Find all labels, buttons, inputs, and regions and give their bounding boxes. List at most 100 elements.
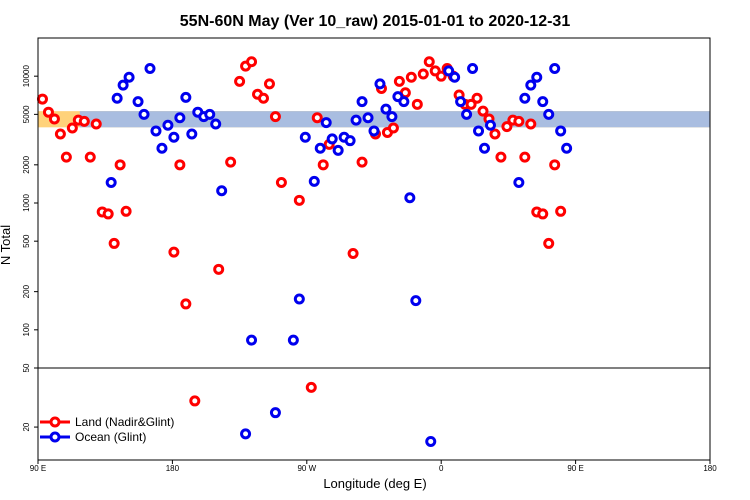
ocean-point — [479, 142, 491, 154]
ocean-point — [216, 185, 228, 197]
ocean-point — [449, 71, 461, 83]
x-tick-label: 180 — [166, 464, 180, 473]
ocean-point — [467, 62, 479, 74]
ocean-point — [240, 428, 252, 440]
points-layer — [36, 56, 573, 447]
land-point — [269, 111, 281, 123]
y-tick-label: 2000 — [22, 155, 31, 173]
legend-land-label: Land (Nadir&Glint) — [75, 415, 174, 429]
land-point — [48, 113, 60, 125]
land-point — [36, 93, 48, 105]
ocean-point — [293, 293, 305, 305]
land-point — [435, 70, 447, 82]
ocean-point — [204, 108, 216, 120]
legend: Land (Nadir&Glint) Ocean (Glint) — [40, 415, 174, 444]
land-point — [543, 237, 555, 249]
ocean-point — [398, 96, 410, 108]
y-tick-label: 5000 — [22, 105, 31, 123]
ocean-point — [531, 71, 543, 83]
ocean-point — [356, 96, 368, 108]
land-point — [84, 151, 96, 163]
ocean-point — [111, 92, 123, 104]
ocean-point — [105, 177, 117, 189]
ocean-point — [144, 62, 156, 74]
y-tick-label: 500 — [22, 234, 31, 248]
land-point — [246, 56, 258, 68]
ocean-point — [362, 112, 374, 124]
y-tick-label: 20 — [22, 422, 31, 431]
ocean-point — [386, 111, 398, 123]
ocean-point — [513, 177, 525, 189]
ocean-point — [299, 131, 311, 143]
ocean-point — [320, 117, 332, 129]
land-point — [102, 208, 114, 220]
land-point — [263, 78, 275, 90]
land-point — [275, 177, 287, 189]
upper-plot-frame — [37, 37, 711, 369]
ocean-point — [168, 131, 180, 143]
lower-plot-frame — [37, 367, 711, 461]
ocean-point — [332, 144, 344, 156]
ocean-point — [138, 108, 150, 120]
land-point — [189, 395, 201, 407]
x-tick-label: 90 E — [30, 464, 46, 473]
ocean-point — [210, 118, 222, 130]
land-point — [66, 122, 78, 134]
y-tick-label: 100 — [22, 323, 31, 337]
x-axis-label: Longitude (deg E) — [323, 476, 426, 491]
land-point — [513, 115, 525, 127]
ocean-point — [473, 125, 485, 137]
land-point — [555, 205, 567, 217]
ocean-point — [543, 108, 555, 120]
land-point — [387, 122, 399, 134]
ocean-point — [455, 96, 467, 108]
ocean-point — [156, 142, 168, 154]
y-tick-label: 1000 — [22, 194, 31, 212]
ocean-point — [443, 65, 455, 77]
x-axis-ticks: 90 E 180 90 W 0 90 E 180 — [30, 460, 717, 473]
land-point — [477, 105, 489, 117]
y-tick-label: 200 — [22, 284, 31, 298]
ocean-point — [549, 62, 561, 74]
ocean-point — [308, 175, 320, 187]
legend-ocean-label: Ocean (Glint) — [75, 430, 146, 444]
land-point — [311, 112, 323, 124]
legend-land-marker — [49, 416, 61, 428]
ocean-point — [350, 114, 362, 126]
y-tick-label: 50 — [22, 363, 31, 372]
ocean-point — [123, 71, 135, 83]
land-point — [495, 151, 507, 163]
ocean-point — [425, 435, 437, 447]
land-point — [347, 247, 359, 259]
land-point — [120, 205, 132, 217]
land-point — [305, 381, 317, 393]
x-tick-label: 90 E — [567, 464, 583, 473]
ocean-point — [374, 78, 386, 90]
ocean-point — [246, 334, 258, 346]
ocean-point — [186, 128, 198, 140]
ocean-point — [174, 112, 186, 124]
ocean-point — [314, 142, 326, 154]
ocean-point — [117, 79, 129, 91]
ocean-point — [150, 125, 162, 137]
land-point — [519, 151, 531, 163]
ocean-point — [519, 92, 531, 104]
x-tick-label: 90 W — [297, 464, 316, 473]
ocean-point — [555, 125, 567, 137]
land-point — [405, 71, 417, 83]
ocean-point — [404, 192, 416, 204]
land-point — [54, 128, 66, 140]
y-tick-label: 10000 — [22, 65, 31, 88]
land-point — [90, 118, 102, 130]
ocean-point — [368, 125, 380, 137]
ocean-point — [287, 334, 299, 346]
ocean-point — [561, 142, 573, 154]
land-point — [78, 115, 90, 127]
land-point — [356, 156, 368, 168]
land-point — [537, 208, 549, 220]
land-point — [525, 118, 537, 130]
ocean-point — [180, 91, 192, 103]
ocean-point — [326, 133, 338, 145]
land-point — [393, 75, 405, 87]
